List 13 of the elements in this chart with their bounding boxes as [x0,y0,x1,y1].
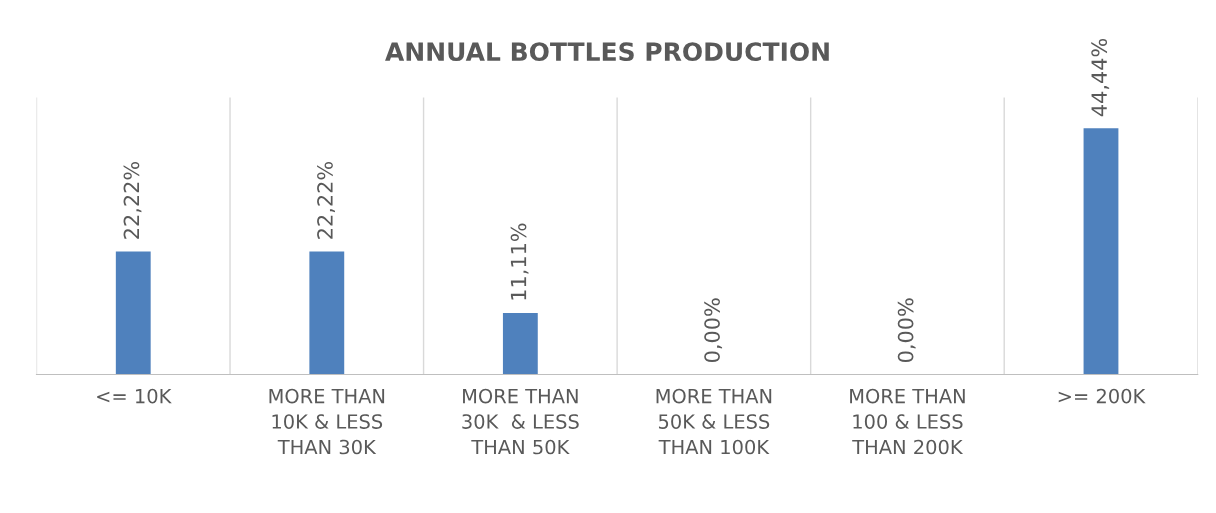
data-label: 11,11% [510,223,529,300]
x-tick-label: MORE THAN 100 & LESS THAN 200K [850,388,965,455]
data-label: 44,44% [1091,38,1110,117]
data-label: 22,22% [317,161,335,239]
x-tick-label: MORE THAN 10K & LESS THAN 30K [269,388,385,455]
data-label: 22,22% [123,161,142,239]
data-label: 0,00% [704,298,723,363]
x-tick-label: MORE THAN 30K & LESS THAN 50K [462,388,579,455]
x-tick-label: >= 200K [1058,388,1146,404]
chart-title: ANNUAL BOTTLES PRODUCTION [385,42,829,62]
x-tick-label: MORE THAN 50K & LESS THAN 100K [656,388,772,455]
data-label: 0,00% [897,298,916,363]
x-tick-label: <= 10K [97,388,172,404]
